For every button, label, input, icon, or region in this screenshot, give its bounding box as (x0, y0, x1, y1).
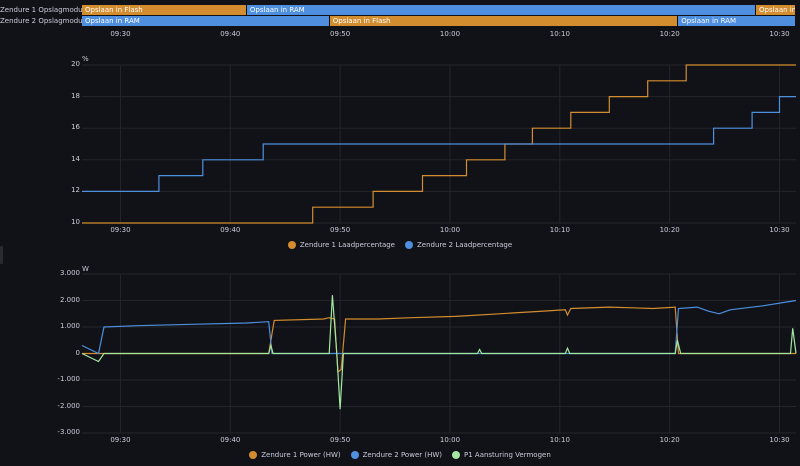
series-line-3 (81, 295, 797, 410)
x-tick-label: 09:40 (220, 436, 241, 444)
chart-plot-area (82, 64, 796, 224)
legend-item[interactable]: P1 Aansturing Vermogen (452, 451, 551, 459)
timeline-x-tick: 09:40 (220, 30, 241, 38)
legend-swatch (287, 241, 296, 249)
storage-mode-timeline: Zendure 1 Opslagmodus Opslaan in Flash Ops… (0, 0, 800, 40)
legend-item[interactable]: Zendure 2 Power (HW) (350, 451, 442, 459)
y-tick-label: 14 (71, 154, 80, 163)
legend-swatch (350, 451, 359, 459)
x-tick-label: 10:20 (659, 226, 680, 234)
y-tick-label: 10 (71, 218, 80, 226)
y-axis-unit: % (82, 55, 89, 63)
legend-item[interactable]: Zendure 1 Power (HW) (249, 451, 341, 459)
timeline-segment[interactable]: Opslaan in Flash (82, 5, 247, 15)
timeline-x-tick: 09:30 (110, 30, 131, 38)
y-tick-label: 18 (71, 91, 80, 100)
timeline-segment[interactable]: Opslaan in Flash (756, 5, 796, 15)
y-tick-label: -1.000 (57, 375, 80, 383)
timeline-x-tick: 10:10 (549, 30, 570, 38)
charge-percentage-chart: % 10 12 14 16 18 20 09:30 09:40 09:50 10:00 10:10 10… (0, 50, 800, 255)
timeline-segment[interactable]: Opslaan in RAM (246, 5, 756, 15)
x-tick-label: 10:30 (769, 226, 790, 234)
legend-label: P1 Aansturing Vermogen (464, 451, 551, 459)
timeline-segment[interactable]: Opslaan in RAM (678, 16, 796, 26)
y-tick-label: 1.000 (59, 322, 80, 330)
x-tick-label: 10:10 (549, 226, 570, 234)
timeline-row-label: Zendure 2 Opslagmodus (0, 17, 87, 25)
x-tick-label: 09:30 (110, 226, 131, 234)
x-tick-label: 09:50 (330, 226, 351, 234)
y-tick-label: -3.000 (57, 428, 80, 436)
timeline-x-tick: 10:30 (769, 30, 790, 38)
power-chart: W 3.000 2.000 1.000 0 -1.000 -2.000 -3.000 09:30… (0, 262, 800, 466)
legend-label: Zendure 2 Laadpercentage (417, 241, 513, 249)
legend-item[interactable]: Zendure 2 Laadpercentage (405, 241, 512, 249)
x-tick-label: 09:30 (110, 436, 131, 444)
x-tick-label: 10:30 (769, 436, 790, 444)
legend-item[interactable]: Zendure 1 Laadpercentage (287, 241, 395, 249)
y-tick-label: 12 (71, 186, 80, 195)
legend-swatch (452, 451, 460, 459)
timeline-x-tick: 09:50 (330, 30, 351, 38)
chart-legend: Zendure 1 Laadpercentage Zendure 2 Laadpe… (0, 241, 800, 249)
legend-label: Zendure 1 Laadpercentage (299, 241, 395, 249)
y-axis-unit: W (82, 265, 89, 273)
x-tick-label: 09:40 (220, 226, 241, 234)
x-tick-label: 10:20 (659, 436, 680, 444)
legend-swatch (249, 451, 258, 459)
legend-label: Zendure 2 Power (HW) (362, 451, 442, 459)
x-tick-label: 10:00 (439, 226, 461, 234)
timeline-x-tick: 10:20 (659, 30, 680, 38)
legend-label: Zendure 1 Power (HW) (261, 451, 341, 459)
timeline-segment[interactable]: Opslaan in Flash (329, 16, 679, 26)
y-tick-label: -2.000 (57, 401, 80, 410)
x-tick-label: 09:50 (330, 436, 351, 444)
chart-plot-area (81, 273, 797, 434)
y-tick-label: 2.000 (59, 295, 80, 304)
x-tick-label: 10:00 (439, 436, 461, 444)
y-tick-label: 16 (71, 123, 80, 132)
panel-resize-handle[interactable] (0, 246, 3, 264)
x-tick-label: 10:10 (549, 436, 570, 444)
chart-legend: Zendure 1 Power (HW) Zendure 2 Power (HW)… (0, 451, 800, 459)
series-line-2 (82, 95, 796, 192)
timeline-row-label: Zendure 1 Opslagmodus (0, 6, 87, 14)
y-tick-label: 20 (71, 60, 80, 68)
legend-swatch (405, 241, 413, 249)
series-line-1 (82, 306, 796, 374)
timeline-segment[interactable]: Opslaan in RAM (82, 16, 330, 26)
y-tick-label: 0 (75, 348, 80, 357)
y-tick-label: 3.000 (59, 269, 80, 277)
timeline-x-tick: 10:00 (439, 30, 461, 38)
